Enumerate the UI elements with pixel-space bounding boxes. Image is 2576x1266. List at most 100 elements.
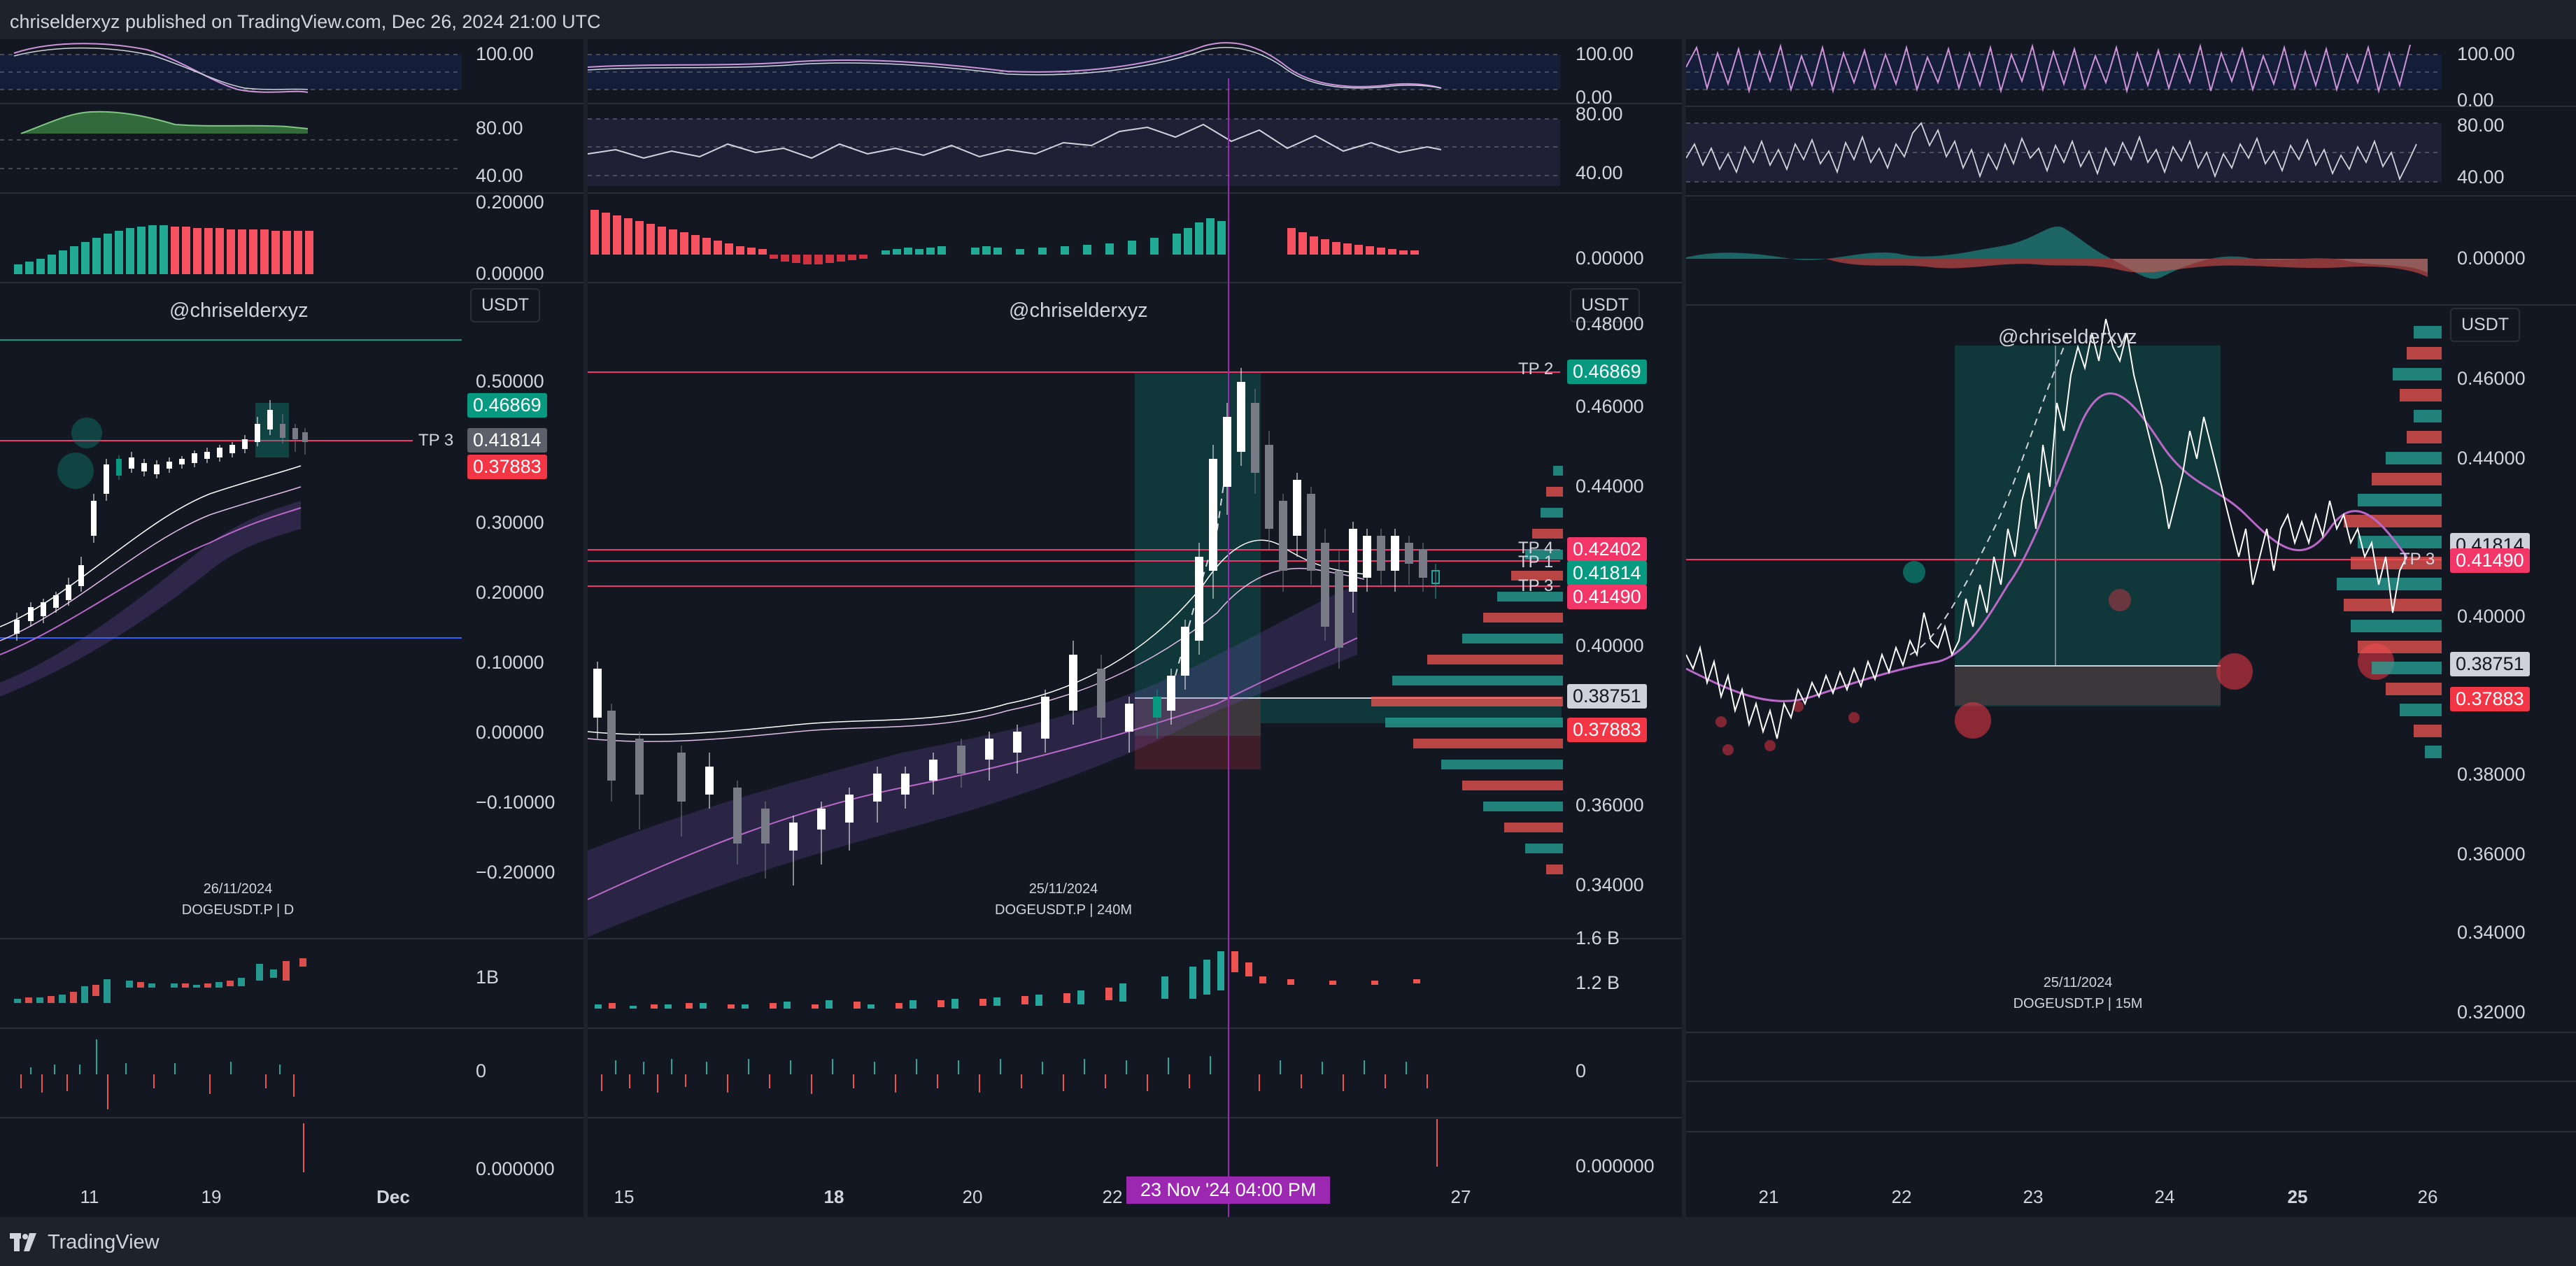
price-tag: 0.42402 xyxy=(1567,537,1647,562)
price-tag: 0.41490 xyxy=(1567,585,1647,609)
x-axis-label: 21 xyxy=(1758,1186,1779,1207)
osc-scale-label: 80.00 xyxy=(476,118,523,138)
x-axis-label: 20 xyxy=(962,1186,983,1207)
x-axis-label: Dec xyxy=(376,1186,410,1207)
price-scale-label: 0.40000 xyxy=(1576,635,1644,656)
price-scale-label: 0.50000 xyxy=(476,371,544,392)
delta-scale-label: 0 xyxy=(1576,1060,1587,1081)
price-scale-label: 0.00000 xyxy=(476,722,544,743)
price-tag: 0.41490 xyxy=(2450,548,2530,573)
price-scale-label: 0.34000 xyxy=(2457,922,2526,943)
price-tag: 0.37883 xyxy=(1567,718,1647,742)
volume-scale-label: 1B xyxy=(476,967,500,988)
x-axis-label: 22 xyxy=(1891,1186,1912,1207)
rsi-scale-label: 100.00 xyxy=(1576,43,1634,64)
chart-caption: 25/11/2024 DOGEUSDT.P | 15M xyxy=(1966,972,2190,1014)
price-scale-label: 0.36000 xyxy=(2457,844,2526,865)
x-axis-label: 18 xyxy=(823,1186,844,1207)
symbol-caption: DOGEUSDT.P | D xyxy=(181,902,295,918)
price-tag: 0.38751 xyxy=(2450,652,2530,676)
x-axis-label: 26 xyxy=(2417,1186,2438,1207)
bottom-scale-label: 0.000000 xyxy=(476,1158,555,1179)
price-tag: 0.37883 xyxy=(2450,687,2530,711)
x-axis-label: 27 xyxy=(1450,1186,1471,1207)
footer-brand[interactable]: TradingView xyxy=(10,1227,160,1258)
price-scale-label: 0.20000 xyxy=(476,582,544,603)
h4-chart-drawing xyxy=(588,42,1682,1217)
osc-scale-label: 80.00 xyxy=(1576,104,1623,125)
watermark: @chriselderxyz xyxy=(1998,326,2137,348)
rsi-scale-label: 100.00 xyxy=(2457,43,2515,64)
price-scale-label: 0.44000 xyxy=(2457,448,2526,469)
rsi-scale-label: 100.00 xyxy=(476,43,534,64)
m15-chart-panel[interactable]: 100.00 0.00 80.00 40.00 0.00000 USDT @ch… xyxy=(1686,39,2576,1217)
price-scale-label: 0.36000 xyxy=(1576,795,1644,816)
daily-chart-panel[interactable]: 100.00 80.00 40.00 0.20000 0.00000 USDT … xyxy=(0,39,583,1217)
x-axis-label: 22 xyxy=(1102,1186,1123,1207)
m15-chart-drawing xyxy=(1686,43,2576,1132)
price-tag: 0.37883 xyxy=(467,455,547,479)
x-axis-label: 15 xyxy=(614,1186,635,1207)
tp-label: TP 4 xyxy=(1518,539,1554,557)
price-tag: 0.46869 xyxy=(1567,360,1647,384)
watermark: @chriselderxyz xyxy=(1009,299,1148,322)
bottom-scale-label: 0.000000 xyxy=(1576,1155,1655,1176)
currency-button[interactable]: USDT xyxy=(2450,308,2521,342)
macd-scale-label: 0.20000 xyxy=(476,192,544,213)
crosshair-time-label: 23 Nov '24 04:00 PM xyxy=(1126,1176,1331,1204)
tp-label: TP 1 xyxy=(1518,553,1554,571)
volume-scale-label: 1.6 B xyxy=(1576,927,1620,948)
osc-scale-label: 80.00 xyxy=(2457,115,2505,136)
osc-scale-label: 40.00 xyxy=(1576,162,1623,183)
x-axis-label: 23 xyxy=(2023,1186,2044,1207)
x-axis-label: 25 xyxy=(2287,1186,2308,1207)
daily-chart-drawing xyxy=(0,43,583,1172)
price-scale-label: 0.32000 xyxy=(2457,1002,2526,1023)
x-axis-label: 24 xyxy=(2154,1186,2175,1207)
osc-scale-label: 40.00 xyxy=(476,165,523,186)
rsi-scale-label: 0.00 xyxy=(1576,87,1613,108)
currency-button[interactable]: USDT xyxy=(470,288,541,322)
price-scale-label: 0.40000 xyxy=(2457,606,2526,627)
macd-scale-label: 0.00000 xyxy=(1576,248,1644,269)
currency-button[interactable]: USDT xyxy=(1570,288,1641,322)
price-tag: 0.38751 xyxy=(1567,684,1647,709)
footer-brand-name: TradingView xyxy=(48,1230,160,1253)
date-caption: 26/11/2024 xyxy=(203,881,273,897)
rsi-scale-label: 0.00 xyxy=(2457,90,2494,111)
tp-label: TP 3 xyxy=(1518,576,1554,595)
h4-chart-panel[interactable]: 100.00 0.00 80.00 40.00 0.00000 USDT @ch… xyxy=(588,39,1682,1217)
daily-candles xyxy=(14,400,308,641)
date-caption: 25/11/2024 xyxy=(1028,881,1098,897)
price-tag: 0.46869 xyxy=(467,393,547,418)
delta-scale-label: 0 xyxy=(476,1060,487,1081)
macd-scale-label: 0.00000 xyxy=(476,263,544,284)
watermark: @chriselderxyz xyxy=(169,299,309,322)
volume-scale-label: 1.2 B xyxy=(1576,972,1620,993)
macd-scale-label: 0.00000 xyxy=(2457,248,2526,269)
price-scale-label: 0.38000 xyxy=(2457,764,2526,785)
tradingview-logo-icon xyxy=(10,1233,36,1251)
chart-caption: 25/11/2024 DOGEUSDT.P | 240M xyxy=(951,879,1175,920)
price-scale-label: 0.30000 xyxy=(476,512,544,533)
price-scale-label: 0.10000 xyxy=(476,652,544,673)
symbol-caption: DOGEUSDT.P | 240M xyxy=(995,902,1132,918)
price-scale-label: −0.10000 xyxy=(476,792,555,813)
price-scale-label: −0.20000 xyxy=(476,862,555,883)
x-axis-label: 19 xyxy=(201,1186,222,1207)
price-tag: 0.41814 xyxy=(1567,561,1647,585)
price-scale-label: 0.34000 xyxy=(1576,874,1644,895)
chart-caption: 26/11/2024 DOGEUSDT.P | D xyxy=(140,879,336,920)
price-scale-label: 0.46000 xyxy=(2457,368,2526,389)
date-caption: 25/11/2024 xyxy=(2043,975,2113,990)
price-scale-label: 0.48000 xyxy=(1576,313,1644,334)
tp-label: TP 2 xyxy=(1518,360,1554,378)
price-tag: 0.41814 xyxy=(467,428,547,453)
price-scale-label: 0.46000 xyxy=(1576,396,1644,417)
x-axis-label: 11 xyxy=(80,1186,99,1207)
symbol-caption: DOGEUSDT.P | 15M xyxy=(2013,996,2143,1011)
tp-label: TP 3 xyxy=(2400,550,2435,569)
h4-candles xyxy=(593,368,1440,886)
price-scale-label: 0.44000 xyxy=(1576,476,1644,497)
osc-scale-label: 40.00 xyxy=(2457,166,2505,187)
